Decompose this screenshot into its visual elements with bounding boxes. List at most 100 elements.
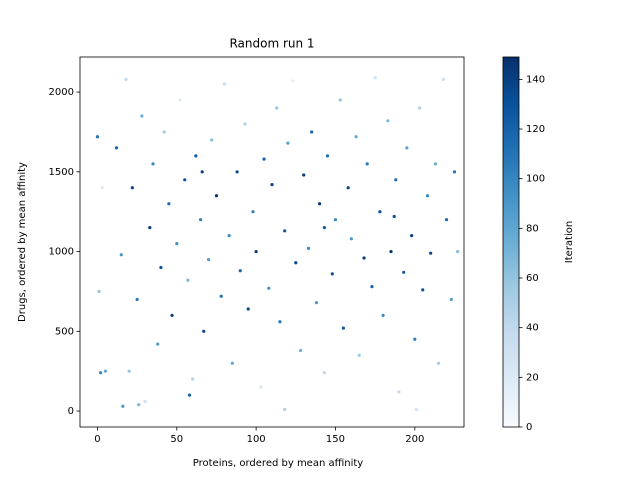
- point: [121, 404, 125, 408]
- colorbar-tick-label: 120: [526, 124, 545, 135]
- point: [310, 130, 314, 134]
- y-tick-label: 1500: [49, 167, 74, 178]
- point: [127, 369, 131, 373]
- point: [243, 122, 247, 126]
- point: [162, 130, 166, 134]
- chart-title: Random run 1: [229, 37, 314, 51]
- point: [322, 371, 326, 375]
- point: [389, 249, 393, 254]
- colorbar-tick-label: 140: [526, 74, 545, 85]
- point: [357, 353, 361, 357]
- point: [298, 348, 303, 353]
- point: [349, 237, 353, 241]
- colorbar-tick-label: 40: [526, 323, 539, 334]
- point: [441, 77, 445, 81]
- point: [291, 79, 295, 83]
- point: [143, 399, 147, 404]
- point: [333, 218, 338, 222]
- points: [95, 76, 460, 412]
- plot-frame: [79, 56, 465, 428]
- point: [381, 313, 385, 317]
- point: [206, 257, 211, 262]
- point: [286, 141, 290, 145]
- point: [433, 162, 438, 166]
- point: [362, 256, 366, 260]
- y-tick-label: 500: [55, 326, 74, 337]
- point: [246, 307, 250, 311]
- point: [259, 385, 263, 389]
- point: [124, 77, 128, 81]
- point: [346, 186, 350, 190]
- point: [183, 178, 187, 182]
- point: [386, 119, 390, 123]
- point: [100, 186, 104, 190]
- x-tick-label: 150: [326, 434, 345, 445]
- point: [148, 226, 152, 230]
- point: [194, 154, 198, 158]
- point: [262, 157, 266, 161]
- point: [137, 403, 141, 407]
- point: [429, 251, 433, 255]
- point: [119, 253, 123, 257]
- point: [114, 146, 119, 150]
- colorbar-tick-label: 20: [526, 372, 539, 383]
- point: [140, 114, 144, 118]
- point: [402, 270, 406, 274]
- point: [444, 218, 449, 222]
- point: [227, 234, 231, 238]
- y-tick-label: 2000: [49, 87, 74, 98]
- point: [397, 390, 401, 394]
- point: [167, 202, 171, 206]
- point: [449, 297, 453, 302]
- point: [302, 173, 306, 177]
- point: [151, 162, 155, 166]
- colorbar-label: Iteration: [564, 221, 575, 263]
- x-axis-label: Proteins, ordered by mean affinity: [193, 458, 364, 469]
- point: [325, 154, 330, 158]
- point: [456, 249, 460, 254]
- point: [330, 272, 334, 276]
- y-tick-label: 1000: [49, 247, 74, 258]
- point: [278, 320, 282, 324]
- colorbar-tick-label: 0: [526, 422, 532, 433]
- point: [414, 407, 418, 412]
- point: [378, 210, 382, 214]
- colorbar-tick-label: 60: [526, 273, 539, 284]
- point: [270, 182, 274, 187]
- point: [452, 170, 457, 174]
- point: [405, 146, 409, 150]
- point: [417, 106, 422, 110]
- point: [338, 98, 342, 102]
- point: [413, 337, 417, 341]
- point: [365, 162, 369, 166]
- point: [283, 407, 287, 412]
- colorbar: [503, 57, 519, 427]
- point: [156, 342, 160, 346]
- point: [191, 377, 195, 381]
- point: [135, 297, 139, 302]
- point: [251, 210, 255, 214]
- point: [283, 229, 287, 233]
- point: [170, 313, 174, 317]
- point: [130, 186, 134, 190]
- point: [354, 135, 358, 139]
- point: [200, 170, 204, 174]
- point: [202, 329, 206, 333]
- point: [222, 82, 226, 86]
- point: [175, 241, 179, 246]
- point: [97, 289, 101, 294]
- point: [341, 326, 346, 330]
- colorbar-tick-label: 100: [526, 174, 545, 185]
- point: [198, 218, 203, 222]
- x-tick-label: 0: [94, 434, 100, 445]
- point: [410, 234, 414, 238]
- point: [370, 285, 374, 289]
- point: [306, 246, 311, 250]
- point: [373, 76, 377, 80]
- point: [392, 214, 396, 219]
- point: [95, 135, 100, 139]
- point: [219, 294, 223, 298]
- point: [394, 178, 398, 182]
